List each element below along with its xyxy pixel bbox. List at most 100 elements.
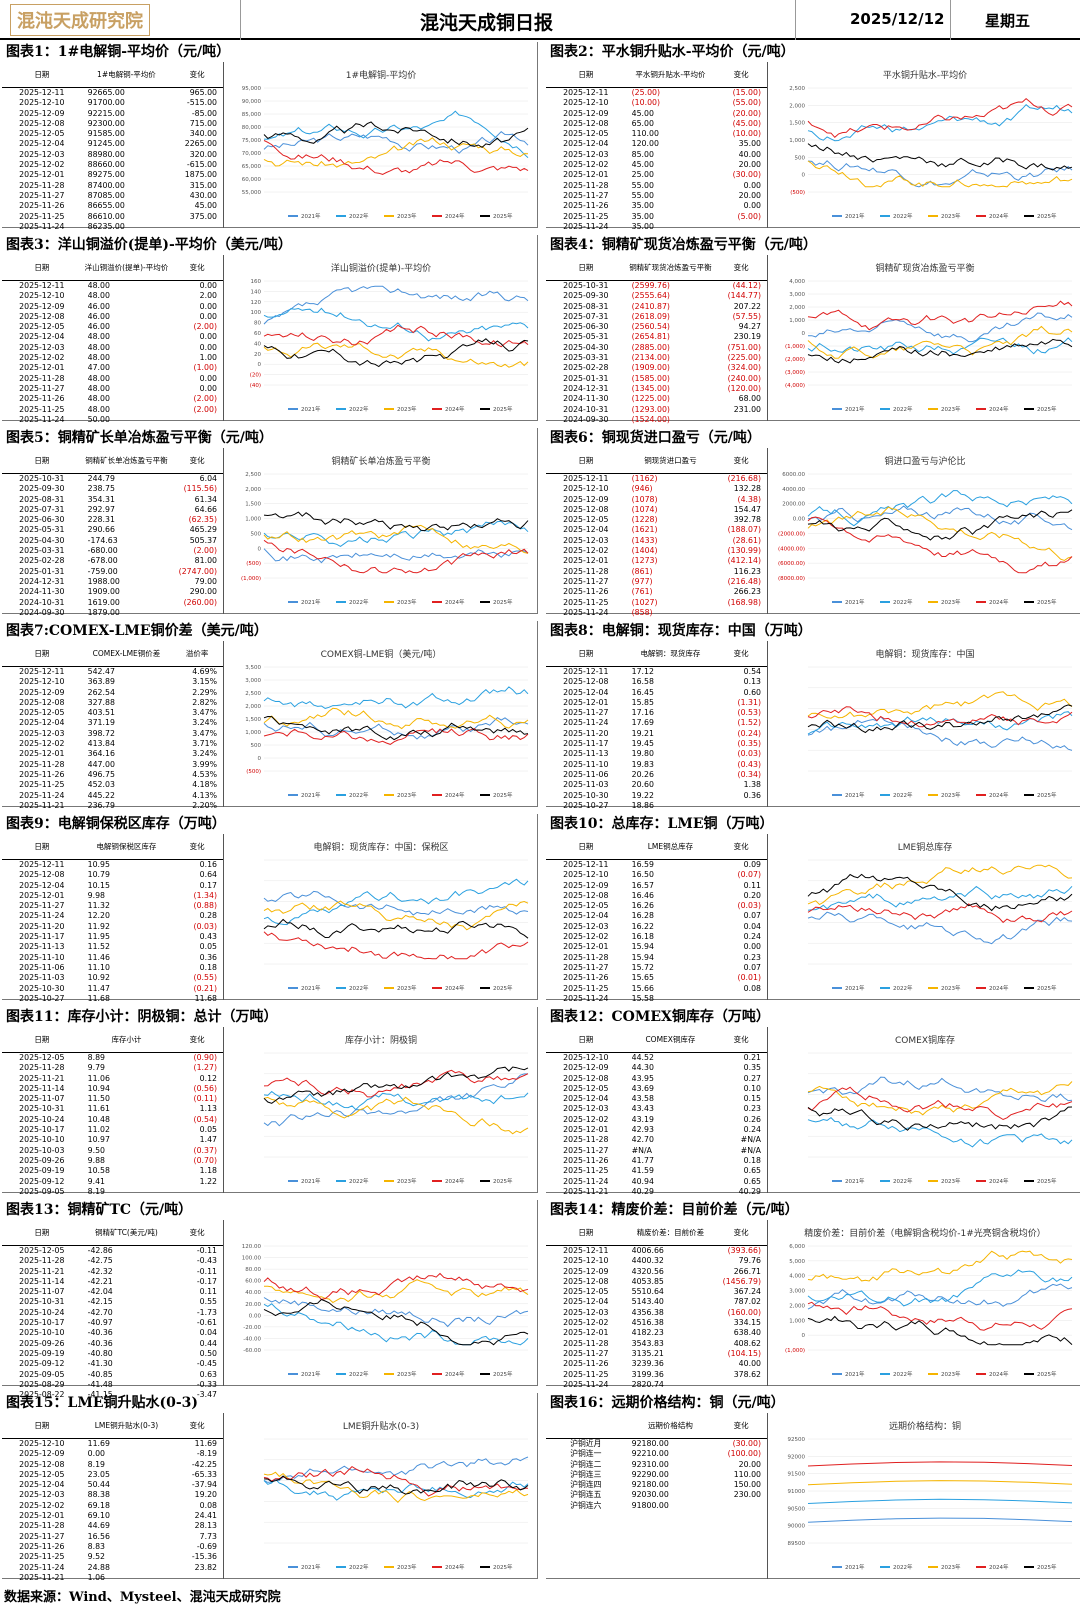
table-cell: 2025-11-27: [563, 1145, 609, 1155]
y-tick-label: 60.00: [245, 1279, 261, 1285]
table-cell: 2025-11-28: [19, 1521, 65, 1531]
series-line: [807, 1269, 1073, 1307]
y-tick-label: -20.00: [243, 1325, 261, 1331]
table-row: 2024-09-30 1879.00: [2, 608, 223, 618]
table-cell: 9.52: [87, 1552, 105, 1562]
table-cell: 2025-12-05: [563, 129, 609, 139]
table-row: 2025-10-30 11.47 (0.21): [2, 984, 223, 994]
table-row: 2025-12-11 4006.66 (393.66): [546, 1246, 767, 1256]
table-cell: 10.97: [87, 1135, 110, 1145]
y-tick-label: (500): [790, 190, 805, 196]
table-cell: 110.00: [631, 129, 659, 139]
table-cell: -40.97: [87, 1318, 113, 1328]
legend-label: 2023年: [397, 1177, 417, 1185]
column-header: 变化: [189, 1228, 205, 1237]
table-cell: 2025-12-10: [563, 98, 609, 108]
table-cell: 11.68: [194, 993, 217, 1003]
table-cell: 4.69%: [192, 667, 217, 676]
table-row: 2025-05-31 290.66 465.29: [2, 525, 223, 535]
y-tick-label: 4,000: [789, 1274, 805, 1280]
chart-panel-12: 图表12：COMEX铜库存（万吨） 日期 COMEX铜库存 变化 2025-12-10 4…: [546, 1007, 1080, 1196]
chart-panel-15: 图表15：LME铜升贴水(0-3) 日期 LME铜升贴水(0-3) 变化 2025-12…: [2, 1393, 538, 1582]
table-cell: 2025-12-03: [563, 1104, 609, 1114]
series-line: [263, 1298, 529, 1346]
table-cell: 0.23: [743, 952, 761, 962]
legend-label: 2024年: [989, 1177, 1009, 1185]
table-row: 2025-11-24 24.88 23.82: [2, 1563, 223, 1573]
table-row: 2025-12-10 44.52 0.21: [546, 1053, 767, 1063]
table-cell: 92215.00: [87, 108, 125, 118]
legend-label: 2022年: [349, 405, 369, 413]
table-cell: 2025-12-09: [19, 108, 65, 118]
table-row: 沪铜连一 92210.00 (100.00): [546, 1449, 767, 1459]
table-cell: 2025-12-04: [563, 911, 609, 921]
table-row: 2025-12-08 16.58 0.13: [546, 677, 767, 687]
y-tick-label: 95,000: [242, 86, 262, 92]
table-row: 2025-04-30 -174.63 505.37: [2, 536, 223, 546]
column-header: 日期: [578, 649, 594, 658]
table-row: 2025-12-04 50.44 -37.94: [2, 1480, 223, 1490]
table-cell: 20.26: [631, 769, 654, 779]
table-cell: 2025-11-28: [563, 1135, 609, 1145]
table-cell: 15.58: [631, 993, 654, 1003]
table-cell: (861): [631, 566, 653, 576]
table-cell: (2654.81): [631, 332, 670, 342]
table-cell: 48.00: [87, 332, 110, 342]
table-row: 2025-11-27 17.16 (0.53): [546, 708, 767, 718]
table-row: 2025-02-28 (1909.00) (324.00): [546, 363, 767, 373]
chart-title: 远期价格结构：铜: [889, 1420, 961, 1432]
y-tick-label: (3,000): [785, 370, 805, 376]
table-row: 2025-12-03 (1433) (28.61): [546, 536, 767, 546]
panel-title: 图表16：远期价格结构：铜（元/吨）: [550, 1395, 785, 1411]
table-cell: 2025-11-21: [19, 1073, 65, 1083]
series-line: [807, 1086, 1073, 1121]
table-cell: 2025-11-26: [563, 973, 609, 983]
chart-area: 120.00 100.00 80.00 60.00 40.00 20.00 0.00 -20.…: [228, 1222, 534, 1384]
table-cell: 1.38: [743, 780, 761, 790]
chart-svg: LME铜升贴水(0-3) 2021年 2022年 2023年 2024年 2025年: [263, 1420, 529, 1571]
chart-area: 铜精矿现货冶炼盈亏平衡 4,000 3,000 2,000 1,000 0 (1,000) (…: [772, 257, 1078, 419]
panel-title: 图表15：LME铜升贴水(0-3): [6, 1395, 199, 1411]
data-table: 日期 LME铜升贴水(0-3) 变化 2025-12-10 11.69 11.69 2025…: [2, 1413, 224, 1582]
table-cell: 68.00: [738, 394, 761, 404]
table-row: 2025-12-04 91245.00 2265.00: [2, 139, 223, 149]
table-row: 2025-12-08 92300.00 715.00: [2, 119, 223, 129]
table-row: 2025-11-21 1.06: [2, 1573, 223, 1583]
table-cell: 2025-12-03: [563, 149, 609, 159]
table-cell: (57.55): [732, 311, 761, 321]
table-row: 2025-08-31 (2410.87) 207.22: [546, 302, 767, 312]
table-cell: 沪铜连一: [570, 1449, 602, 1459]
table-cell: 2025-12-10: [19, 98, 65, 108]
table-cell: 230.00: [733, 1490, 761, 1500]
series-line: [263, 1475, 529, 1495]
table-row: 2025-11-13 11.52 0.05: [2, 942, 223, 952]
table-cell: 228.31: [87, 515, 115, 525]
table-row: 2025-12-04 16.45 0.60: [546, 688, 767, 698]
table-row: 2025-11-25 452.03 4.18%: [2, 780, 223, 790]
legend-label: 2024年: [445, 405, 465, 413]
table-cell: 403.51: [87, 708, 115, 718]
table-cell: 15.94: [631, 952, 654, 962]
column-header: 溢价率: [185, 649, 209, 658]
column-header: 变化: [733, 263, 749, 272]
table-cell: 55.00: [631, 180, 654, 190]
column-header: 平水铜升贴水-平均价: [635, 70, 706, 79]
table-row: 2025-12-05 -42.86 -0.11: [2, 1246, 223, 1256]
table-cell: 0.08: [199, 1500, 217, 1510]
table-cell: 230.19: [733, 332, 761, 342]
y-tick-label: 120.00: [242, 1244, 262, 1250]
table-cell: 40.29: [631, 1186, 654, 1196]
table-row: 2025-12-11 (25.00) (15.00): [546, 88, 767, 98]
column-header: 日期: [578, 1228, 594, 1237]
table-row: 2025-11-20 11.92 (0.03): [2, 922, 223, 932]
legend-label: 2023年: [941, 791, 961, 799]
table-cell: 3135.21: [631, 1348, 664, 1358]
company-logo: 混沌天成研究院: [10, 4, 150, 36]
table-cell: 2025-11-07: [19, 1094, 65, 1104]
chart-title: 精废价差：目前价差（电解铜含税均价-1#光亮铜含税均价）: [804, 1227, 1046, 1239]
column-header: 日期: [34, 842, 50, 851]
table-cell: (751.00): [727, 342, 761, 352]
table-cell: 3.47%: [192, 728, 217, 738]
series-line: [807, 143, 1073, 171]
table-cell: 92665.00: [87, 88, 125, 97]
